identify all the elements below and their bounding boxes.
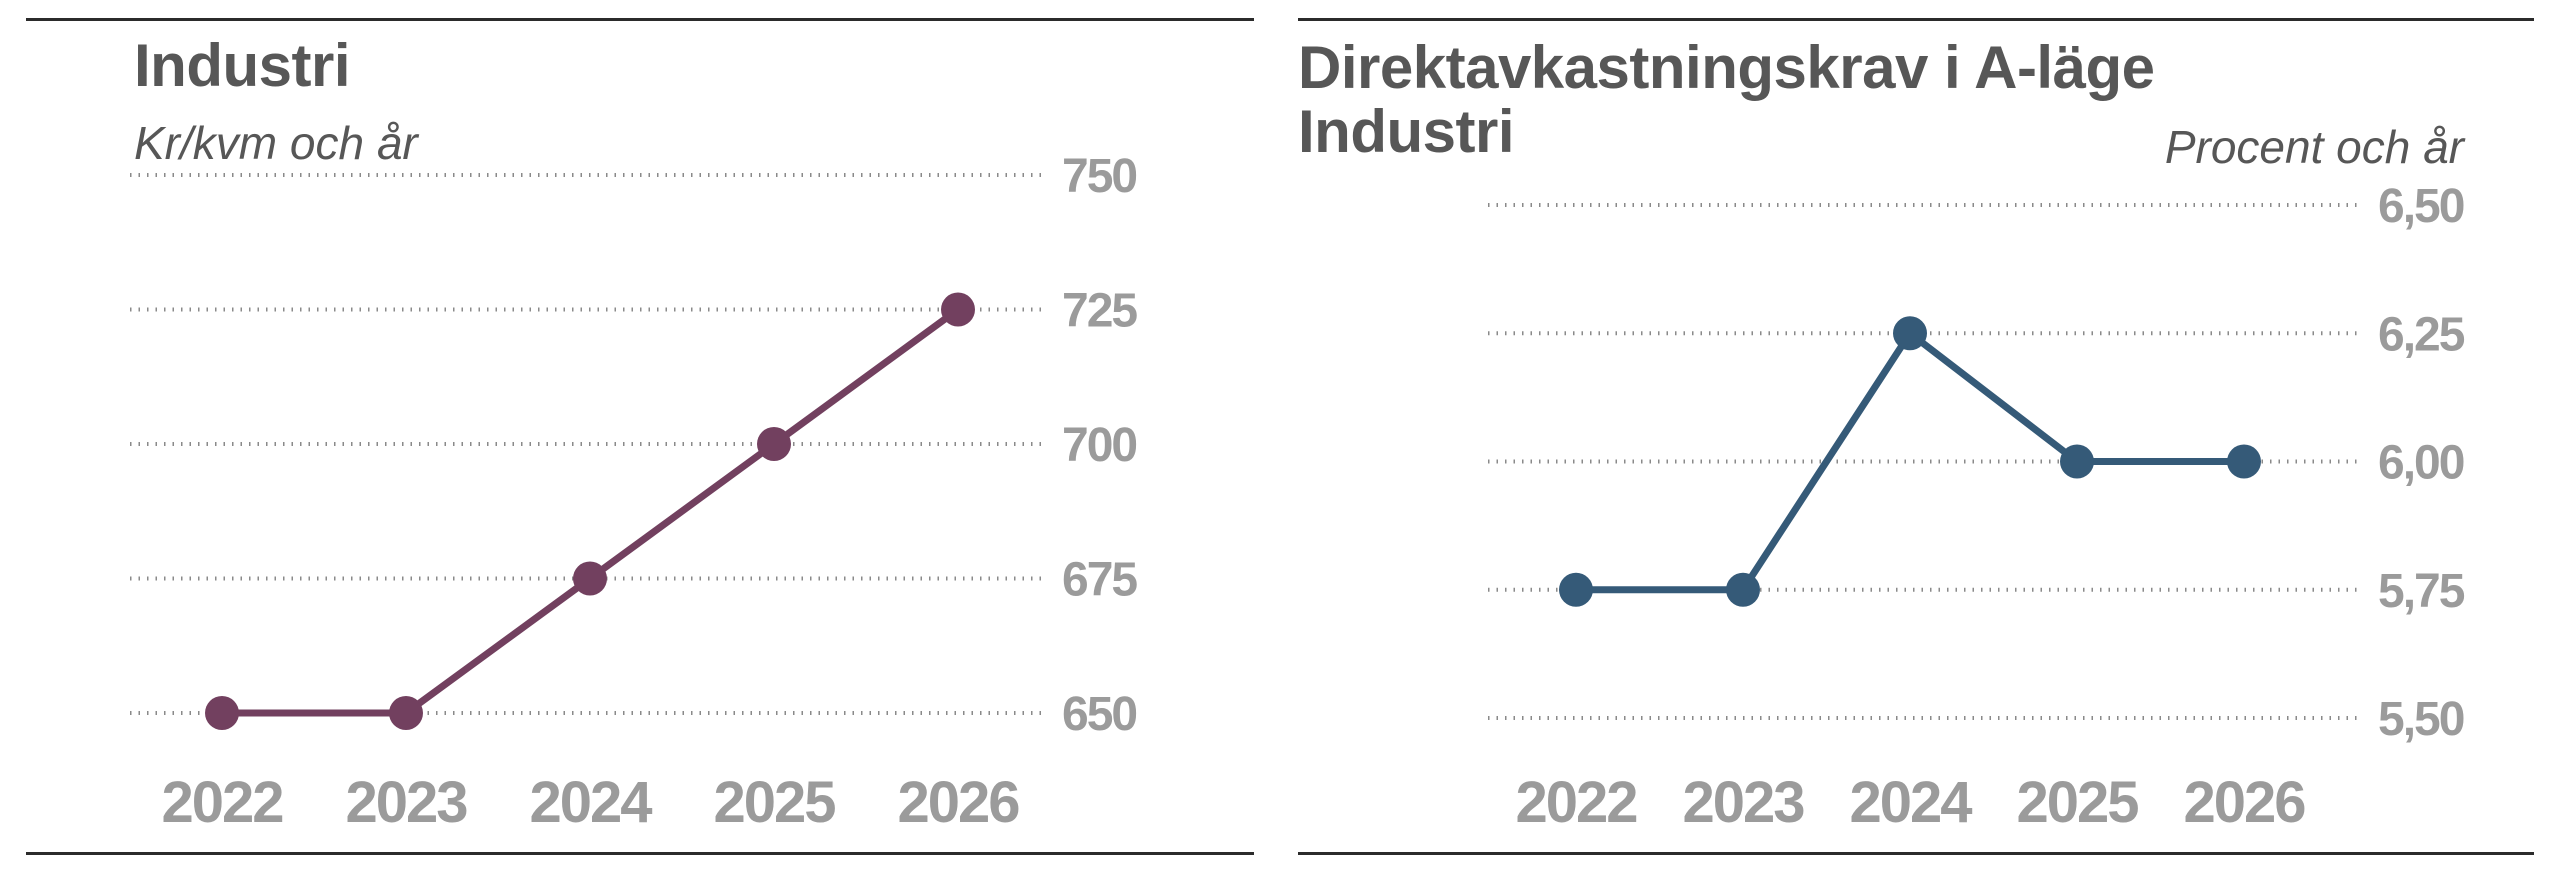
chart-title: Direktavkastningskrav i A-läge <box>1298 34 2155 101</box>
chart-panel-yield-requirement: Direktavkastningskrav i A-läge Industri … <box>1280 0 2560 870</box>
x-tick-label: 2025 <box>2016 770 2138 835</box>
data-point <box>2227 444 2261 479</box>
top-rule <box>26 18 1254 21</box>
y-tick-label: 6,00 <box>2378 437 2464 490</box>
y-tick-label: 750 <box>1062 150 1136 203</box>
y-tick-label: 6,50 <box>2378 180 2464 233</box>
data-point <box>941 292 975 327</box>
data-point <box>1893 316 1927 351</box>
chart-panel-industri-rent: Industri Kr/kvm och år 750 725 700 675 650 20… <box>26 18 1254 855</box>
x-tick-label: 2024 <box>1849 770 1972 835</box>
data-point <box>389 696 423 730</box>
chart-title-line2: Industri <box>1298 98 1515 165</box>
top-rule <box>1298 18 2534 21</box>
chart-title: Industri <box>134 32 351 99</box>
x-tick-label: 2025 <box>713 770 835 835</box>
line-chart-yield-requirement: 6,50 6,25 6,00 5,75 5,50 2022 2023 2024 2025 2026 <box>1488 180 2467 835</box>
x-tick-label: 2026 <box>897 770 1019 835</box>
y-tick-label: 700 <box>1062 419 1136 472</box>
y-tick-label: 675 <box>1062 554 1137 607</box>
y-tick-label: 6,25 <box>2378 308 2465 361</box>
data-point <box>205 696 239 730</box>
y-tick-label: 5,75 <box>2378 565 2465 618</box>
data-point <box>573 561 607 596</box>
x-tick-label: 2024 <box>529 770 652 835</box>
y-tick-label: 5,50 <box>2378 693 2464 746</box>
chart-subtitle-unit: Procent och år <box>2164 121 2464 173</box>
series-line <box>222 306 961 717</box>
data-point <box>1726 572 1760 607</box>
x-tick-label: 2026 <box>2183 770 2305 835</box>
y-tick-label: 650 <box>1062 688 1136 741</box>
bottom-rule <box>1298 852 2534 855</box>
data-point <box>757 427 791 461</box>
x-tick-label: 2023 <box>1682 770 1804 835</box>
x-tick-label: 2022 <box>1515 770 1636 835</box>
chart-subtitle-unit: Kr/kvm och år <box>134 117 418 169</box>
y-tick-label: 725 <box>1062 285 1137 338</box>
line-chart-industri-rent: 750 725 700 675 650 2022 2023 2024 2025 2026 <box>130 150 1139 835</box>
bottom-rule <box>26 852 1254 855</box>
x-tick-label: 2022 <box>161 770 282 835</box>
data-point <box>2060 444 2094 479</box>
data-point <box>1559 572 1593 607</box>
x-tick-label: 2023 <box>345 770 467 835</box>
